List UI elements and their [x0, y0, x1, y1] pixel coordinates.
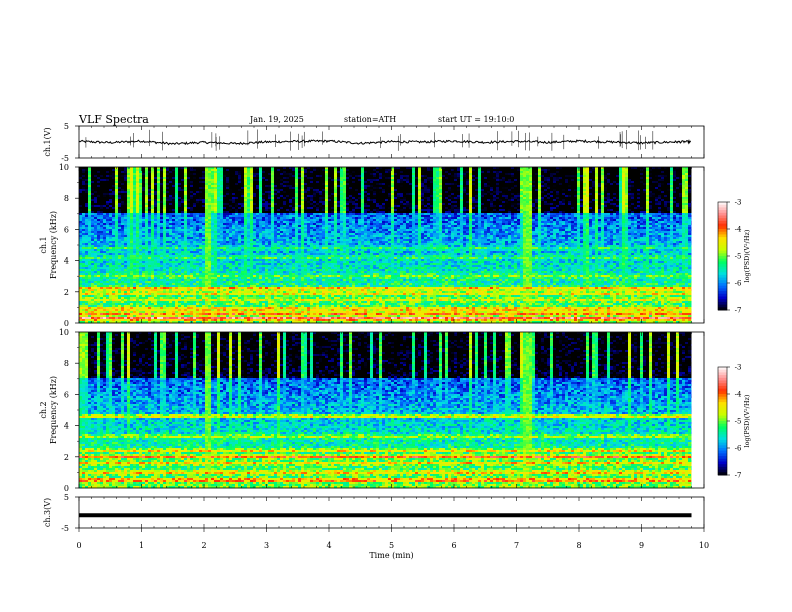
- ch2-spectrogram-ytick-label: 6: [64, 390, 69, 399]
- ch1-waveform-ytick-label: -5: [61, 154, 69, 163]
- ch3-waveform-xtick-label: 10: [699, 541, 709, 550]
- ch1-spectrogram-ytick-label: 8: [64, 194, 69, 203]
- ch2-spectrogram-colorbar-tick-label: -4: [735, 391, 742, 399]
- ch2-spectrogram-colorbar-label: log(PSD)(V²/Hz): [743, 394, 751, 447]
- date-label: Jan. 19, 2025: [250, 115, 304, 124]
- ch3-waveform-xtick-label: 7: [514, 541, 519, 550]
- ch1-spectrogram-raster: [79, 167, 695, 324]
- ch3-waveform-xlabel: Time (min): [369, 551, 413, 560]
- ch3-waveform-frame: [78, 496, 705, 529]
- ch3-waveform-xtick-label: 5: [389, 541, 394, 550]
- ch3-waveform-xtick-label: 0: [76, 541, 81, 550]
- ch1-spectrogram-colorbar-tick-label: -3: [735, 199, 742, 207]
- ch1-spectrogram-ytick-label: 6: [64, 225, 69, 234]
- ch2-spectrogram-ytick-label: 8: [64, 359, 69, 368]
- ch3-waveform-ytick-label: -5: [61, 524, 69, 533]
- ch2-spectrogram-raster: [79, 332, 695, 489]
- ch2-spectrogram-colorbar-tick-label: -3: [735, 364, 742, 372]
- ch2-spectrogram-ytick-label: 10: [59, 328, 69, 337]
- ch1-spectrogram-colorbar-tick-label: -7: [735, 307, 742, 315]
- ch1-spectrogram-ylabel: ch.1: [39, 236, 48, 253]
- ch3-waveform-xtick-label: 9: [639, 541, 644, 550]
- ch2-spectrogram-ytick-label: 0: [64, 484, 69, 493]
- ch1-spectrogram-ylabel: Frequency (kHz): [49, 211, 58, 279]
- ch3-waveform-xtick-label: 2: [201, 541, 206, 550]
- ch1-waveform-ylabel: ch.1(V): [43, 127, 52, 156]
- ch2-spectrogram-ylabel: Frequency (kHz): [49, 376, 58, 444]
- figure-title: VLF Spectra: [79, 113, 149, 126]
- ch3-waveform-xtick-label: 1: [139, 541, 144, 550]
- ch3-waveform-xtick-label: 4: [326, 541, 331, 550]
- ch1-spectrogram-colorbar-tick-label: -4: [735, 226, 742, 234]
- ch2-spectrogram-colorbar-tick-label: -5: [735, 418, 742, 426]
- ch1-waveform-series-line: [78, 138, 692, 146]
- ch2-spectrogram-ylabel: ch.2: [39, 401, 48, 418]
- ch3-waveform-xtick-label: 8: [576, 541, 581, 550]
- ch3-waveform-ytick-label: 5: [64, 493, 69, 502]
- ch1-waveform-ytick-label: 5: [64, 122, 69, 131]
- ch2-spectrogram-empty-area: [691, 332, 704, 488]
- ch3-waveform-xtick-label: 6: [451, 541, 456, 550]
- ch3-waveform-xtick-label: 3: [264, 541, 269, 550]
- ch2-spectrogram-colorbar-tick-label: -7: [735, 472, 742, 480]
- ch1-spectrogram-colorbar: [718, 202, 727, 311]
- ch2-spectrogram-colorbar: [718, 367, 727, 476]
- ch1-spectrogram-ytick-label: 10: [59, 163, 69, 172]
- ch1-spectrogram-colorbar-tick-label: -5: [735, 253, 742, 261]
- ch1-spectrogram-colorbar-label: log(PSD)(V²/Hz): [743, 229, 751, 282]
- ch1-spectrogram-ytick-label: 4: [64, 257, 69, 266]
- ch1-spectrogram-colorbar-tick-label: -6: [735, 280, 742, 288]
- ch1-spectrogram-empty-area: [691, 167, 704, 323]
- ch2-spectrogram-ytick-label: 4: [64, 422, 69, 431]
- ch2-spectrogram-colorbar-tick-label: -6: [735, 445, 742, 453]
- ch3-waveform-ylabel: ch.3(V): [43, 498, 52, 527]
- station-label: station=ATH: [344, 115, 396, 124]
- ch1-spectrogram-ytick-label: 0: [64, 319, 69, 328]
- ch2-spectrogram-ytick-label: 2: [64, 453, 69, 462]
- ch1-spectrogram-ytick-label: 2: [64, 288, 69, 297]
- start-time-label: start UT = 19:10:0: [438, 115, 514, 124]
